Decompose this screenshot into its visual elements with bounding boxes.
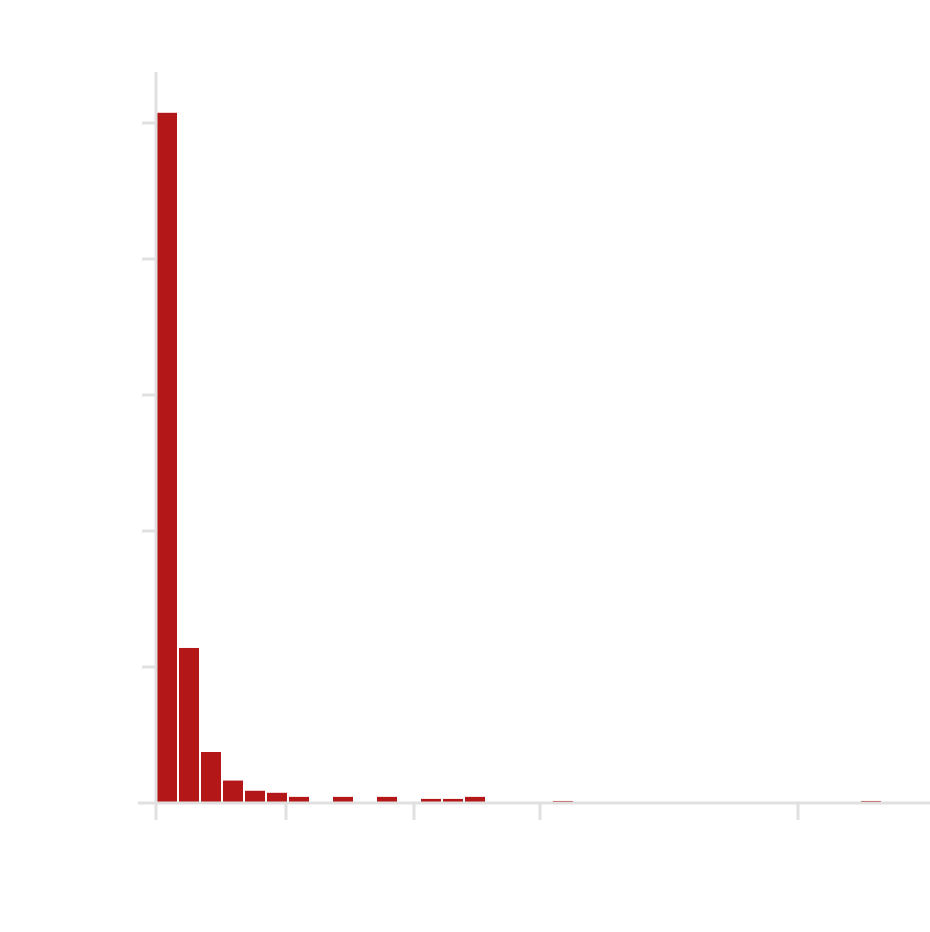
histogram-bar	[289, 796, 309, 803]
bars-layer	[157, 112, 881, 804]
histogram-bar	[201, 752, 221, 803]
histogram-bar	[421, 798, 441, 803]
axes-layer	[138, 72, 930, 820]
histogram-bar	[157, 112, 177, 804]
histogram-bar	[245, 790, 265, 803]
histogram-bar	[377, 796, 397, 803]
histogram-bar	[443, 798, 463, 803]
histogram-bar	[223, 780, 243, 803]
histogram-bar	[267, 792, 287, 803]
histogram-bar	[179, 647, 199, 803]
histogram-bar	[465, 796, 485, 803]
histogram-bar	[333, 796, 353, 803]
